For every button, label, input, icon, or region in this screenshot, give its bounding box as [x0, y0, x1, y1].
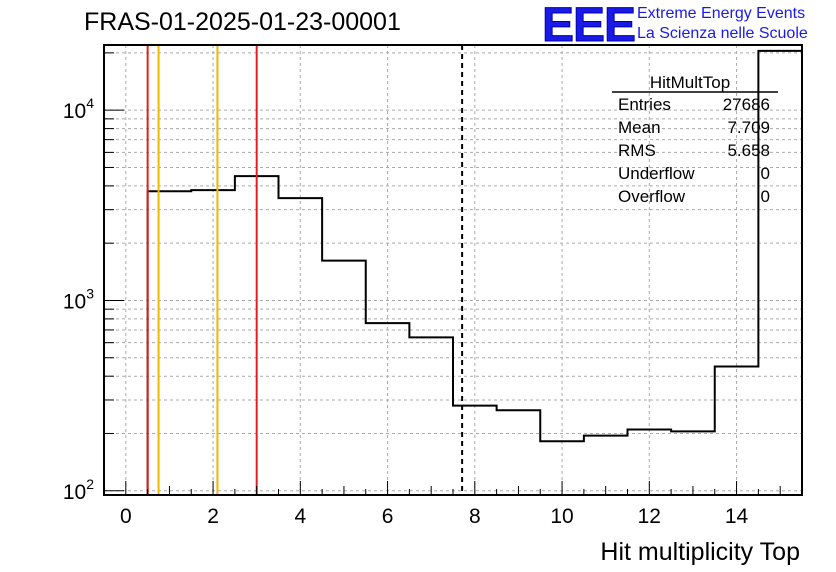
stats-title: HitMultTop	[650, 73, 730, 92]
grid-lines	[104, 45, 802, 495]
y-tick-label: 102	[63, 476, 94, 504]
stats-box: HitMultTop Entries 27686 Mean 7.709 RMS 5.658 U…	[612, 73, 778, 206]
stats-row-value: 0	[761, 164, 770, 183]
stats-row-label: Mean	[618, 118, 661, 137]
y-tick-base: 10	[63, 100, 86, 123]
y-tick-exponent: 3	[86, 285, 94, 301]
x-tick-label: 14	[725, 505, 749, 528]
stats-row-label: Entries	[618, 95, 671, 114]
eee-logo: EEE	[541, 0, 636, 52]
x-tick-label: 8	[469, 505, 481, 528]
x-tick-label: 6	[382, 505, 394, 528]
stats-row-label: RMS	[618, 141, 656, 160]
y-tick-base: 10	[63, 481, 86, 504]
logo-line-2: La Scienza nelle Scuole	[637, 25, 808, 42]
x-tick-label: 12	[638, 505, 661, 528]
x-tick-label: 10	[550, 505, 573, 528]
y-tick-label: 103	[63, 285, 94, 313]
stats-row-value: 0	[761, 187, 770, 206]
x-tick-label: 2	[207, 505, 219, 528]
plot-frame	[103, 44, 803, 496]
x-tick-label: 4	[294, 505, 306, 528]
y-tick-base: 10	[63, 290, 86, 313]
stats-row-value: 27686	[723, 95, 770, 114]
marker-lines	[146, 45, 464, 495]
x-axis-label: Hit multiplicity Top	[600, 538, 800, 566]
histogram-step-line	[104, 49, 803, 496]
chart-title: FRAS-01-2025-01-23-00001	[84, 8, 401, 36]
y-tick-exponent: 4	[86, 95, 94, 111]
logo-line-1: Extreme Energy Events	[637, 5, 806, 22]
histogram-series	[104, 49, 803, 496]
stats-row-value: 5.658	[727, 141, 770, 160]
x-tick-label: 0	[120, 505, 132, 528]
logo-subtitle: Extreme Energy Events La Scienza nelle S…	[637, 4, 808, 44]
stats-row-label: Overflow	[618, 187, 686, 206]
stats-row-value: 7.709	[727, 118, 770, 137]
y-tick-exponent: 2	[86, 476, 94, 492]
y-tick-label: 104	[63, 95, 94, 123]
stats-row-label: Underflow	[618, 164, 695, 183]
